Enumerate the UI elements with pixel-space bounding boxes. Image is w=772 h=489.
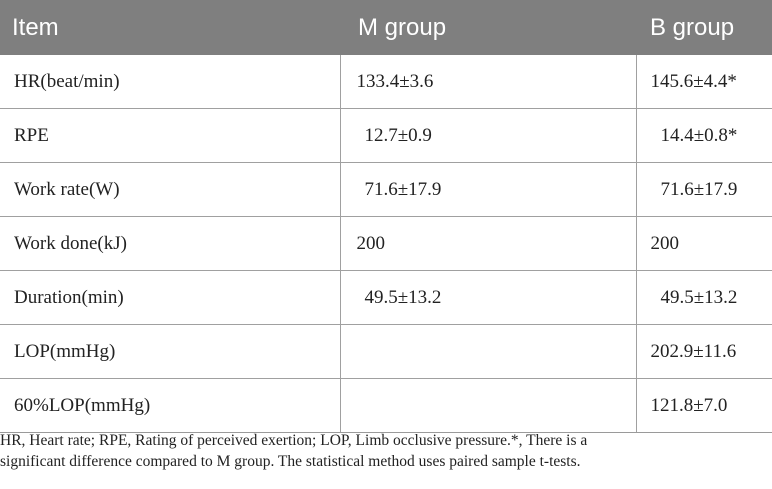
table-row: Duration(min) 49.5±13.2 49.5±13.2 (0, 270, 772, 325)
cell-item: HR(beat/min) (0, 55, 341, 109)
table-row: RPE 12.7±0.9 14.4±0.8* (0, 108, 772, 163)
comparison-table: Item M group B group HR(beat/min) 133.4±… (0, 0, 772, 433)
cell-b-group: 200 (636, 216, 772, 271)
cell-m-group: 133.4±3.6 (340, 55, 637, 109)
cell-m-group (340, 378, 637, 433)
cell-item: Duration(min) (0, 270, 341, 325)
cell-b-group: 202.9±11.6 (636, 324, 772, 379)
footnote-line: significant difference compared to M gro… (0, 453, 581, 470)
cell-item: LOP(mmHg) (0, 324, 341, 379)
cell-b-group: 71.6±17.9 (636, 162, 772, 217)
header-item: Item (0, 0, 340, 55)
cell-item: RPE (0, 108, 341, 163)
cell-item: Work rate(W) (0, 162, 341, 217)
table-row: Work done(kJ) 200 200 (0, 216, 772, 271)
data-table-container: Item M group B group HR(beat/min) 133.4±… (0, 0, 772, 433)
cell-m-group: 71.6±17.9 (340, 162, 637, 217)
cell-b-group: 49.5±13.2 (636, 270, 772, 325)
footnote-line: HR, Heart rate; RPE, Rating of perceived… (0, 432, 588, 449)
table-row: Work rate(W) 71.6±17.9 71.6±17.9 (0, 162, 772, 217)
table-footnote: HR, Heart rate; RPE, Rating of perceived… (0, 430, 772, 472)
cell-b-group: 145.6±4.4* (636, 55, 772, 109)
cell-m-group (340, 324, 637, 379)
cell-b-group: 14.4±0.8* (636, 108, 772, 163)
table-row: HR(beat/min) 133.4±3.6 145.6±4.4* (0, 55, 772, 109)
cell-m-group: 49.5±13.2 (340, 270, 637, 325)
table-row: 60%LOP(mmHg) 121.8±7.0 (0, 378, 772, 433)
header-m-group: M group (340, 0, 636, 55)
cell-b-group: 121.8±7.0 (636, 378, 772, 433)
table-header-row: Item M group B group (0, 0, 772, 55)
header-b-group: B group (636, 0, 772, 55)
cell-m-group: 200 (340, 216, 637, 271)
cell-item: 60%LOP(mmHg) (0, 378, 341, 433)
table-row: LOP(mmHg) 202.9±11.6 (0, 324, 772, 379)
cell-m-group: 12.7±0.9 (340, 108, 637, 163)
cell-item: Work done(kJ) (0, 216, 341, 271)
